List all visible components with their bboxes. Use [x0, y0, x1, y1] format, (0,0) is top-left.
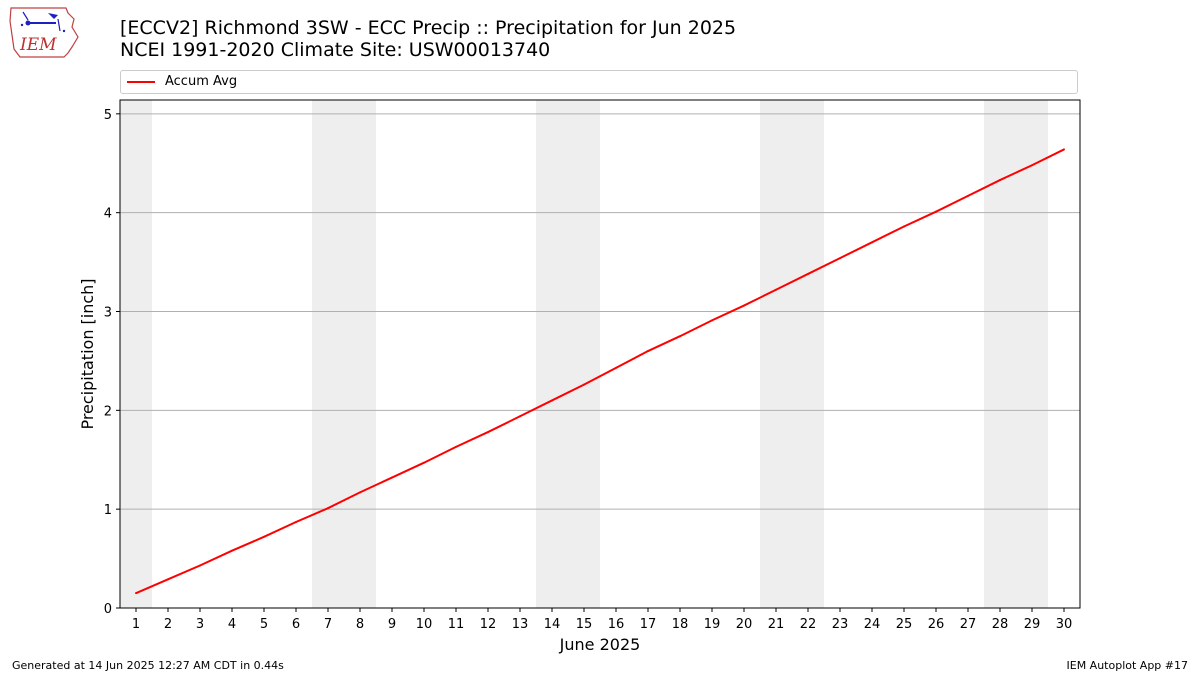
x-tick-label-3: 3 [196, 617, 204, 632]
chart-subtitle: NCEI 1991-2020 Climate Site: USW00013740 [120, 39, 551, 61]
weekend-shade-15 [568, 100, 600, 608]
data-point-day-23 [839, 257, 841, 260]
x-tick-label-13: 13 [512, 617, 529, 632]
data-point-day-2 [167, 578, 169, 581]
data-point-day-3 [199, 564, 201, 567]
data-point-day-12 [487, 431, 489, 434]
x-tick-label-15: 15 [576, 617, 593, 632]
data-point-day-1 [135, 592, 137, 595]
x-tick-label-26: 26 [928, 617, 945, 632]
x-tick-label-7: 7 [324, 617, 332, 632]
data-point-day-27 [967, 194, 969, 197]
x-axis-label: June 2025 [559, 635, 641, 654]
data-point-day-9 [391, 476, 393, 479]
x-tick-label-30: 30 [1056, 617, 1073, 632]
y-tick-label-0: 0 [104, 602, 112, 617]
y-tick-label-4: 4 [104, 207, 112, 222]
footer-app: IEM Autoplot App #17 [1066, 659, 1189, 672]
x-tick-label-17: 17 [640, 617, 657, 632]
weekend-shade-7 [312, 100, 344, 608]
data-point-day-8 [359, 491, 361, 494]
data-point-day-19 [711, 319, 713, 322]
x-tick-label-4: 4 [228, 617, 236, 632]
data-point-day-16 [615, 366, 617, 369]
footer-generated: Generated at 14 Jun 2025 12:27 AM CDT in… [12, 659, 284, 672]
weekend-shade-21 [760, 100, 792, 608]
data-point-day-21 [775, 288, 777, 291]
x-tick-label-14: 14 [544, 617, 561, 632]
x-tick-label-5: 5 [260, 617, 268, 632]
x-tick-label-8: 8 [356, 617, 364, 632]
x-tick-label-16: 16 [608, 617, 625, 632]
weekend-shade-22 [792, 100, 824, 608]
data-point-day-28 [999, 179, 1001, 182]
x-tick-label-11: 11 [448, 617, 465, 632]
data-point-day-25 [903, 225, 905, 228]
svg-text:IEM: IEM [19, 35, 57, 55]
x-tick-label-21: 21 [768, 617, 785, 632]
plot-frame [119, 99, 1081, 609]
weekend-shade-1 [120, 100, 152, 608]
x-tick-label-25: 25 [896, 617, 913, 632]
data-point-day-26 [935, 210, 937, 213]
iem-logo: IEM [9, 7, 79, 58]
y-tick-label-2: 2 [104, 404, 112, 419]
data-point-day-6 [295, 521, 297, 524]
x-tick-label-6: 6 [292, 617, 300, 632]
x-tick-label-23: 23 [832, 617, 849, 632]
x-tick-label-22: 22 [800, 617, 817, 632]
x-tick-label-2: 2 [164, 617, 172, 632]
x-tick-label-18: 18 [672, 617, 689, 632]
data-point-day-14 [551, 399, 553, 402]
data-point-day-7 [327, 507, 329, 510]
data-point-day-29 [1031, 164, 1033, 167]
data-point-day-5 [263, 535, 265, 538]
data-point-day-22 [807, 272, 809, 275]
data-point-day-24 [871, 241, 873, 244]
data-point-day-11 [455, 445, 457, 448]
y-tick-label-5: 5 [104, 108, 112, 123]
x-tick-label-24: 24 [864, 617, 881, 632]
weekend-shade-14 [536, 100, 568, 608]
data-point-day-20 [743, 304, 745, 307]
weekend-shade-8 [344, 100, 376, 608]
legend-swatch-accum-avg [127, 81, 155, 83]
data-point-day-17 [647, 350, 649, 353]
x-tick-label-12: 12 [480, 617, 497, 632]
x-tick-label-10: 10 [416, 617, 433, 632]
data-point-day-15 [583, 383, 585, 386]
series-line-accum-avg [135, 148, 1065, 595]
data-point-day-13 [519, 415, 521, 418]
y-tick-label-1: 1 [104, 503, 112, 518]
x-tick-label-28: 28 [992, 617, 1009, 632]
x-tick-label-1: 1 [132, 617, 140, 632]
x-tick-label-29: 29 [1024, 617, 1041, 632]
weekend-shade-29 [1016, 100, 1048, 608]
y-tick-label-3: 3 [104, 306, 112, 321]
x-tick-label-27: 27 [960, 617, 977, 632]
legend-label-accum-avg: Accum Avg [165, 74, 238, 89]
x-tick-label-19: 19 [704, 617, 721, 632]
chart-title: [ECCV2] Richmond 3SW - ECC Precip :: Pre… [120, 17, 737, 39]
data-point-day-10 [423, 461, 425, 464]
x-tick-label-20: 20 [736, 617, 753, 632]
data-point-day-4 [231, 549, 233, 552]
y-axis-label: Precipitation [inch] [78, 278, 97, 429]
x-tick-label-9: 9 [388, 617, 396, 632]
data-point-day-18 [679, 335, 681, 338]
legend: Accum Avg [120, 70, 1078, 94]
data-point-day-30 [1063, 148, 1065, 151]
weekend-shade-28 [984, 100, 1016, 608]
